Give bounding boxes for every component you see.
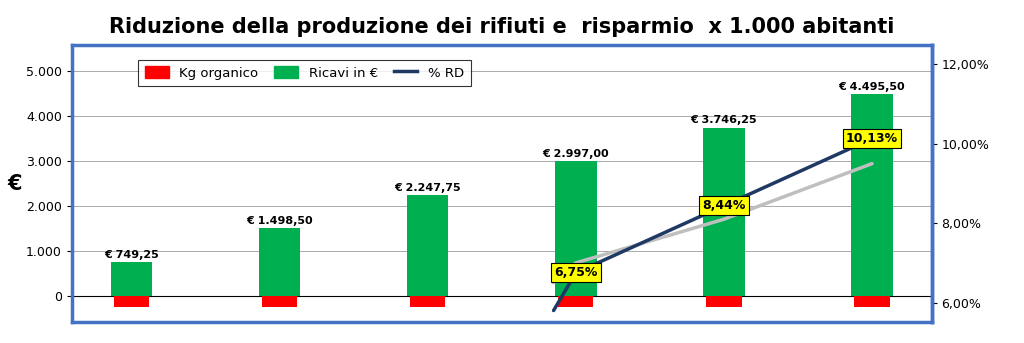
- Bar: [707, 296, 741, 307]
- Text: € 2.997,00: € 2.997,00: [543, 149, 609, 159]
- Text: € 3.746,25: € 3.746,25: [690, 115, 757, 126]
- Bar: [703, 128, 744, 296]
- Bar: [114, 296, 150, 307]
- Bar: [851, 94, 893, 296]
- Bar: [558, 296, 594, 307]
- Bar: [410, 296, 445, 307]
- Bar: [111, 262, 153, 296]
- Text: € 4.495,50: € 4.495,50: [839, 82, 905, 92]
- Title: Riduzione della produzione dei rifiuti e  risparmio  x 1.000 abitanti: Riduzione della produzione dei rifiuti e…: [110, 17, 894, 37]
- Bar: [854, 296, 890, 307]
- Y-axis label: €: €: [7, 174, 23, 193]
- Text: € 1.498,50: € 1.498,50: [247, 216, 313, 226]
- Bar: [407, 195, 449, 296]
- Text: 10,13%: 10,13%: [846, 132, 898, 145]
- Bar: [262, 296, 297, 307]
- Text: 8,44%: 8,44%: [702, 199, 745, 212]
- Legend: Kg organico, Ricavi in €, % RD: Kg organico, Ricavi in €, % RD: [138, 60, 471, 86]
- Bar: [555, 161, 597, 296]
- Bar: [259, 228, 300, 296]
- Text: € 2.247,75: € 2.247,75: [394, 182, 461, 192]
- Text: 6,75%: 6,75%: [554, 266, 597, 279]
- Text: € 749,25: € 749,25: [104, 250, 159, 260]
